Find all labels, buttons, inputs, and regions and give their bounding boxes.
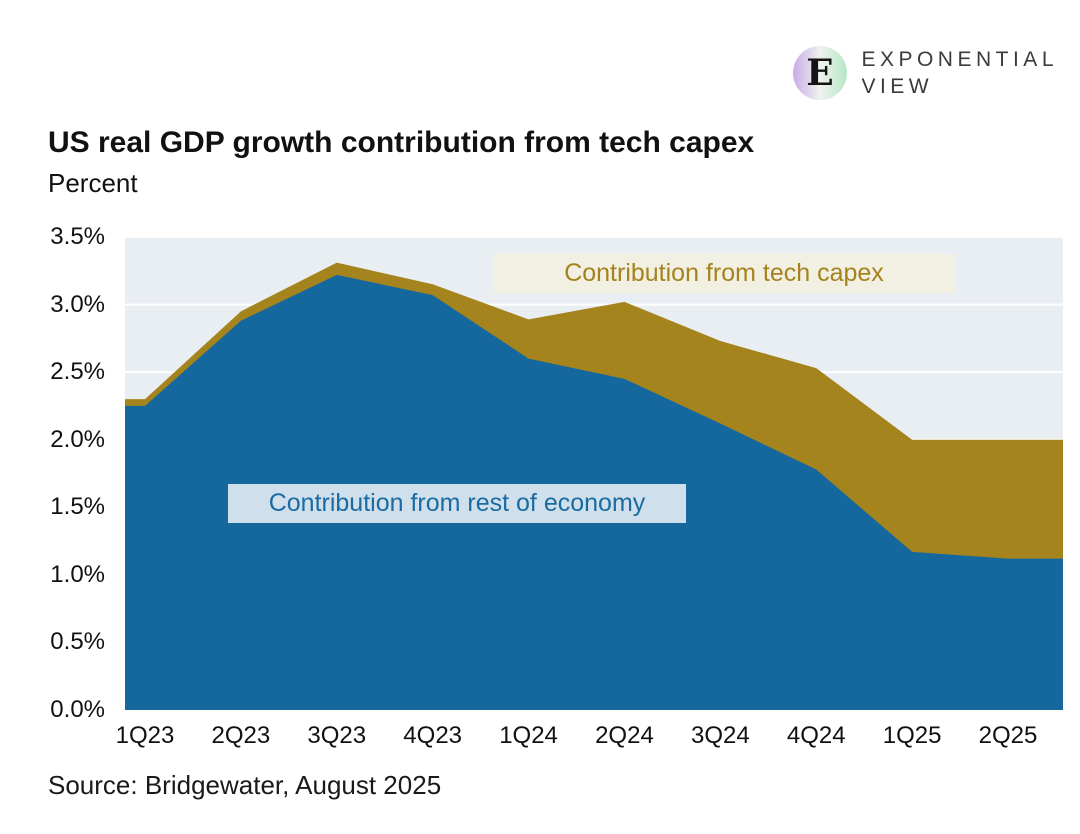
series-label-tech-capex: Contribution from tech capex — [493, 254, 955, 293]
series-label-rest-of-economy: Contribution from rest of economy — [228, 484, 686, 523]
x-tick-label: 2Q24 — [595, 722, 654, 749]
x-tick-label: 1Q25 — [882, 722, 942, 749]
y-tick-label: 3.0% — [50, 290, 105, 318]
y-tick-label: 1.5% — [50, 493, 105, 521]
exponential-view-logo-icon: E — [793, 46, 848, 100]
x-tick-label: 4Q24 — [786, 722, 846, 749]
x-tick-label: 4Q23 — [403, 722, 463, 749]
plot-svg — [125, 237, 1063, 710]
y-tick-label: 2.0% — [50, 425, 105, 453]
y-tick-label: 2.5% — [50, 358, 105, 386]
x-tick-label: 1Q24 — [499, 722, 558, 749]
logo-line-2: VIEW — [861, 75, 934, 98]
logo-line-1: EXPONENTIAL — [861, 48, 1058, 71]
svg-text:E: E — [807, 52, 834, 94]
x-axis: 1Q23 2Q23 3Q23 4Q23 1Q24 2Q24 3Q24 4Q24 1Q25 2Q25 — [116, 722, 1063, 756]
source-note: Source: Bridgewater, August 2025 — [48, 770, 442, 800]
logo-wordmark: EXPONENTIAL VIEW — [861, 46, 1058, 100]
chart-subtitle: Percent — [48, 168, 138, 198]
y-axis: 0.0% 0.5% 1.0% 1.5% 2.0% 2.5% 3.0% 3.5% — [0, 223, 113, 723]
plot-area: Contribution from tech capex Contributio… — [125, 237, 1063, 710]
x-tick-label: 3Q24 — [690, 722, 750, 749]
chart-title: US real GDP growth contribution from tec… — [48, 126, 755, 159]
x-tick-label: 2Q23 — [211, 722, 271, 749]
x-tick-label: 3Q23 — [307, 722, 367, 749]
exponential-view-logo: E EXPONENTIAL VIEW — [791, 44, 1058, 102]
y-tick-label: 0.0% — [50, 696, 105, 723]
x-tick-label: 2Q25 — [978, 722, 1038, 749]
y-tick-label: 1.0% — [50, 560, 105, 588]
x-tick-label: 1Q23 — [115, 722, 175, 749]
y-tick-label: 3.5% — [50, 223, 105, 250]
y-tick-label: 0.5% — [50, 628, 105, 656]
